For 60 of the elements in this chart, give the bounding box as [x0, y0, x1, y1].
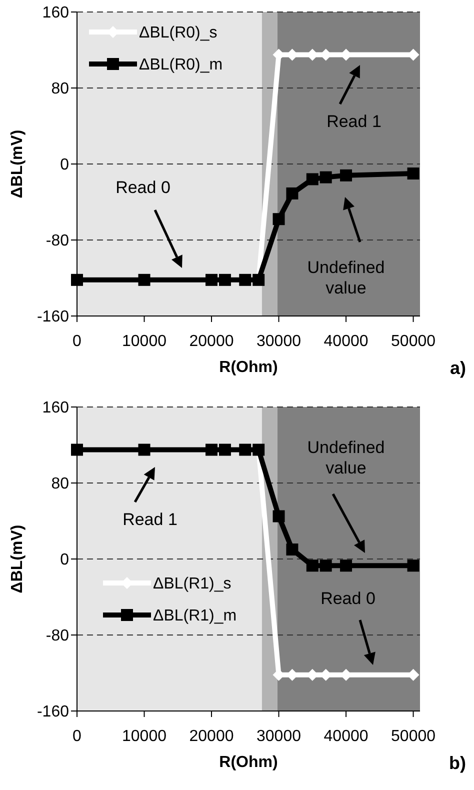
y-tick-label: -160 [36, 704, 70, 721]
x-tick-label: 40000 [324, 333, 368, 350]
point [206, 444, 218, 456]
y-axis-title: ΔBL(mV) [9, 130, 26, 198]
legend-label: ΔBL(R1)_m [153, 608, 237, 625]
y-tick-label: 80 [51, 476, 70, 493]
y-axis-title: ΔBL(mV) [9, 524, 26, 594]
x-tick-label: 10000 [122, 333, 167, 350]
x-tick-label: 10000 [122, 728, 167, 745]
point [306, 560, 318, 572]
point [138, 274, 150, 286]
x-tick-label: 50000 [391, 333, 436, 350]
point [286, 187, 298, 200]
y-tick-label: -80 [46, 628, 70, 645]
x-axis-title: R(Ohm) [219, 359, 278, 376]
annotation: Undefined value [307, 258, 385, 298]
x-tick-label: 40000 [324, 728, 368, 745]
x-tick-label: 20000 [189, 728, 234, 745]
y-tick-label: -160 [36, 308, 70, 326]
point [407, 560, 420, 572]
annotation: Read 1 [326, 112, 382, 131]
legend-label: ΔBL(R1)_s [153, 576, 232, 593]
point [71, 444, 83, 456]
x-tick-label: 50000 [391, 728, 436, 745]
x-tick-label: 30000 [256, 728, 302, 745]
y-tick-label: 0 [60, 156, 70, 174]
annotation: Undefined value [307, 438, 385, 478]
y-tick-label: 160 [42, 4, 70, 22]
annotation: Read 1 [122, 510, 178, 529]
point [306, 173, 318, 186]
point [71, 274, 83, 286]
y-tick-label: -80 [46, 232, 70, 250]
y-tick-label: 0 [60, 552, 70, 569]
y-tick-label: 80 [51, 80, 70, 98]
x-tick-label: 0 [72, 333, 82, 350]
x-tick-label: 20000 [189, 333, 234, 350]
text: b) [449, 753, 466, 773]
point [206, 274, 218, 286]
point [138, 444, 150, 456]
point [239, 274, 252, 286]
point [272, 213, 285, 226]
text: a) [450, 358, 466, 378]
point [320, 171, 332, 184]
y-tick-label: 160 [42, 400, 70, 417]
point [340, 560, 352, 572]
x-axis-title: R(Ohm) [219, 754, 278, 771]
point [407, 168, 420, 180]
point [218, 274, 231, 286]
x-tick-label: 0 [72, 728, 82, 745]
point [340, 169, 352, 182]
annotation: Read 0 [116, 178, 170, 197]
point [286, 544, 298, 556]
legend-label: ΔBL(R0)_m [139, 56, 223, 74]
x-tick-label: 30000 [256, 333, 302, 350]
point [218, 444, 231, 456]
annotation: Read 0 [320, 588, 376, 608]
point [272, 510, 285, 522]
point [320, 560, 332, 572]
legend-label: ΔBL(R0)_s [139, 24, 218, 42]
point [239, 444, 252, 456]
